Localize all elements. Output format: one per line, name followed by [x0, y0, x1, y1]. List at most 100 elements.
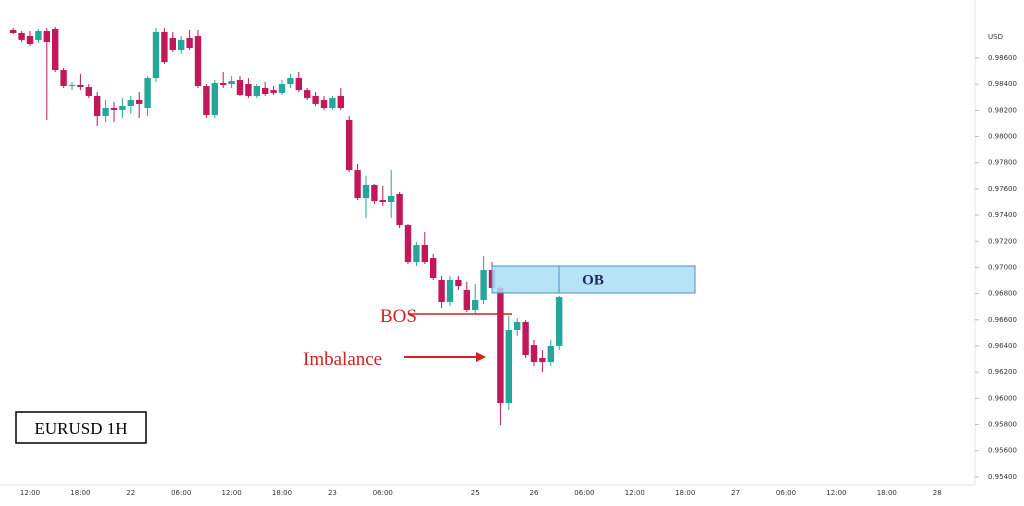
- candle-body: [152, 31, 160, 79]
- y-tick-label: 0.96000: [988, 394, 1017, 402]
- candle-body: [329, 98, 336, 108]
- imbalance-label: Imbalance: [303, 349, 382, 370]
- candle-body: [52, 28, 59, 71]
- x-tick-label: 12:00: [222, 489, 242, 497]
- candle-body: [497, 287, 504, 404]
- candle-body: [144, 78, 151, 108]
- candle-body: [337, 95, 344, 108]
- candle-body: [362, 184, 370, 199]
- candle-body: [136, 100, 143, 104]
- y-tick-label: 0.97400: [988, 211, 1017, 219]
- candle-body: [287, 78, 294, 85]
- x-tick-label: 18:00: [70, 489, 90, 497]
- candle-body: [505, 330, 512, 404]
- candle-body: [110, 107, 118, 110]
- candle-body: [472, 300, 479, 310]
- candle-body: [18, 32, 25, 40]
- candle-body: [245, 84, 252, 96]
- y-tick-label: 0.97200: [988, 237, 1017, 245]
- candle-body: [85, 87, 92, 96]
- candle-body: [26, 35, 34, 44]
- x-tick-label: 22: [126, 489, 135, 497]
- x-tick-label: 23: [328, 489, 337, 497]
- x-tick-label: 06:00: [574, 489, 594, 497]
- candle-body: [371, 184, 378, 202]
- candle-body: [169, 37, 176, 51]
- y-tick-label: 0.97800: [988, 159, 1017, 167]
- y-tick-label: 0.96800: [988, 290, 1017, 298]
- candle-body: [102, 107, 109, 116]
- candle-body: [556, 297, 563, 346]
- x-tick-label: 12:00: [20, 489, 40, 497]
- candle-body: [430, 258, 437, 279]
- candle-body: [43, 31, 50, 43]
- x-tick-label: 06:00: [171, 489, 191, 497]
- candle-body: [68, 84, 76, 87]
- ob-label: OB: [582, 272, 604, 288]
- candle-body: [94, 95, 101, 116]
- candle-body: [522, 322, 529, 356]
- candle-body: [186, 37, 193, 49]
- candle-body: [228, 81, 235, 85]
- y-tick-label: 0.98000: [988, 133, 1017, 141]
- candle-body: [127, 100, 134, 107]
- y-tick-label: 0.96400: [988, 342, 1017, 350]
- candle-body: [194, 35, 202, 87]
- plot: [10, 26, 563, 426]
- candle-body: [320, 100, 328, 108]
- candle-body: [119, 106, 126, 110]
- y-tick-label: 0.97600: [988, 185, 1017, 193]
- y-tick-label: 0.96600: [988, 316, 1017, 324]
- candle-body: [547, 345, 554, 363]
- candle-body: [438, 280, 445, 302]
- candle-body: [278, 84, 286, 93]
- x-tick-label: 27: [731, 489, 740, 497]
- x-tick-label: 18:00: [675, 489, 695, 497]
- y-tick-label: 0.95800: [988, 421, 1017, 429]
- candle-body: [388, 195, 395, 202]
- y-tick-label: 0.95400: [988, 473, 1017, 481]
- x-tick-label: 28: [933, 489, 942, 497]
- symbol-label: EURUSD 1H: [34, 419, 127, 438]
- candle-body: [60, 70, 67, 87]
- y-tick-label: 0.95600: [988, 447, 1017, 455]
- arrow-head: [476, 352, 486, 362]
- bos-label: BOS: [380, 306, 417, 327]
- candle-body: [10, 29, 17, 33]
- x-tick-label: 12:00: [625, 489, 645, 497]
- ob-zone: [491, 265, 696, 294]
- x-tick-label: 06:00: [776, 489, 796, 497]
- y-tick-label: 0.96200: [988, 368, 1017, 376]
- x-tick-label: 12:00: [826, 489, 846, 497]
- candle-body: [463, 289, 470, 310]
- symbol-box: [15, 411, 147, 444]
- candle-body: [530, 345, 538, 363]
- candle-body: [514, 322, 521, 331]
- candle-body: [270, 90, 277, 93]
- candle-body: [262, 87, 269, 94]
- candle-body: [421, 245, 428, 263]
- candle-body: [539, 358, 546, 363]
- candle-body: [203, 86, 210, 115]
- y-tick-label: 0.98400: [988, 80, 1017, 88]
- candle-body: [404, 225, 412, 263]
- y-tick-label: 0.98200: [988, 106, 1017, 114]
- candle-body: [220, 82, 227, 85]
- candle-body: [446, 280, 454, 302]
- y-tick-label: 0.98600: [988, 54, 1017, 62]
- y-tick-label: 0.97000: [988, 263, 1017, 271]
- x-tick-label: 25: [471, 489, 480, 497]
- x-tick-label: 18:00: [272, 489, 292, 497]
- candle-body: [236, 79, 244, 96]
- candle-body: [253, 86, 260, 96]
- candle-body: [354, 170, 361, 199]
- candle-body: [413, 245, 420, 263]
- candle-body: [211, 82, 218, 115]
- candle-body: [455, 280, 462, 287]
- x-tick-label: 26: [530, 489, 539, 497]
- candle-body: [161, 31, 168, 63]
- candle-body: [379, 200, 386, 202]
- candle-body: [480, 270, 487, 301]
- candle-body: [295, 78, 302, 91]
